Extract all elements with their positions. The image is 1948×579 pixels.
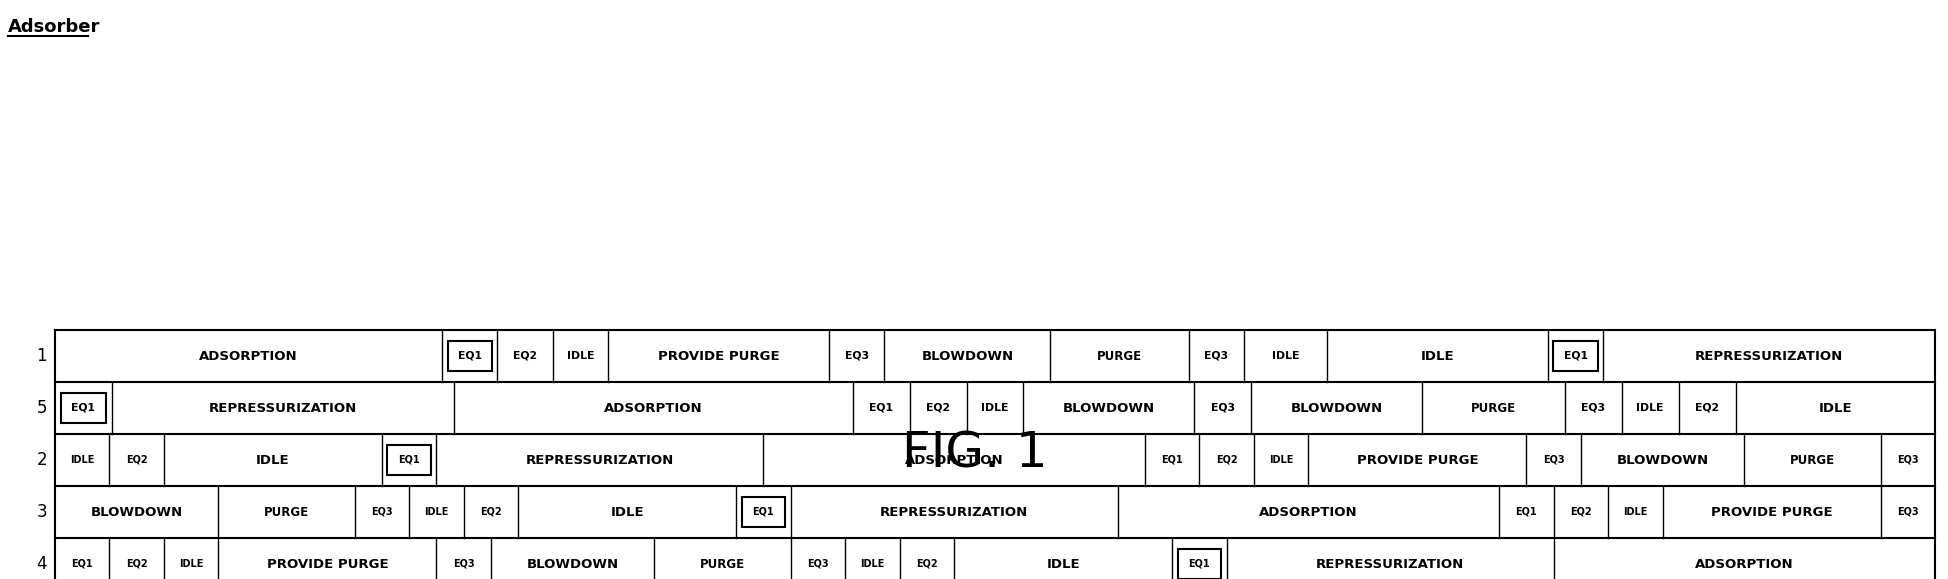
Text: PURGE: PURGE	[263, 505, 310, 519]
Text: PROVIDE PURGE: PROVIDE PURGE	[1356, 453, 1477, 467]
Text: IDLE: IDLE	[255, 453, 290, 467]
Text: BLOWDOWN: BLOWDOWN	[526, 558, 618, 570]
Text: EQ1: EQ1	[72, 559, 94, 569]
Text: ADSORPTION: ADSORPTION	[904, 453, 1003, 467]
Text: EQ3: EQ3	[806, 559, 828, 569]
Bar	[742, 497, 785, 527]
Text: REPRESSURIZATION: REPRESSURIZATION	[526, 453, 674, 467]
Text: FIG. 1: FIG. 1	[902, 430, 1046, 478]
Text: PURGE: PURGE	[1471, 401, 1516, 415]
Text: Adsorber: Adsorber	[8, 18, 101, 36]
Text: EQ3: EQ3	[1895, 507, 1917, 517]
Text: IDLE: IDLE	[610, 505, 643, 519]
Text: EQ2: EQ2	[1570, 507, 1592, 517]
Text: BLOWDOWN: BLOWDOWN	[1615, 453, 1708, 467]
Text: PURGE: PURGE	[1097, 350, 1142, 362]
Text: EQ1: EQ1	[1188, 559, 1210, 569]
Text: EQ1: EQ1	[869, 403, 892, 413]
Text: EQ1: EQ1	[458, 351, 481, 361]
Text: BLOWDOWN: BLOWDOWN	[1290, 401, 1383, 415]
Text: EQ2: EQ2	[1216, 455, 1237, 465]
Text: IDLE: IDLE	[1046, 558, 1079, 570]
Text: EQ1: EQ1	[1516, 507, 1537, 517]
Text: EQ3: EQ3	[1580, 403, 1605, 413]
Text: BLOWDOWN: BLOWDOWN	[921, 350, 1013, 362]
Text: EQ3: EQ3	[1895, 455, 1917, 465]
Text: 3: 3	[37, 503, 47, 521]
Text: EQ2: EQ2	[479, 507, 501, 517]
Text: PURGE: PURGE	[699, 558, 744, 570]
Text: IDLE: IDLE	[179, 559, 203, 569]
Text: REPRESSURIZATION: REPRESSURIZATION	[208, 401, 356, 415]
Text: EQ3: EQ3	[370, 507, 393, 517]
Text: IDLE: IDLE	[1268, 455, 1293, 465]
Text: PURGE: PURGE	[1788, 453, 1833, 467]
Text: 1: 1	[37, 347, 47, 365]
Text: IDLE: IDLE	[1270, 351, 1297, 361]
Text: IDLE: IDLE	[1420, 350, 1453, 362]
Text: EQ1: EQ1	[397, 455, 421, 465]
Text: EQ2: EQ2	[127, 455, 148, 465]
Text: EQ3: EQ3	[843, 351, 869, 361]
Text: IDLE: IDLE	[980, 403, 1009, 413]
Bar	[1553, 341, 1597, 371]
Text: ADSORPTION: ADSORPTION	[199, 350, 298, 362]
Text: EQ2: EQ2	[512, 351, 538, 361]
Text: EQ2: EQ2	[916, 559, 937, 569]
Text: EQ3: EQ3	[1204, 351, 1227, 361]
Text: REPRESSURIZATION: REPRESSURIZATION	[880, 505, 1029, 519]
Bar	[1177, 549, 1221, 579]
Text: IDLE: IDLE	[1623, 507, 1646, 517]
Text: 5: 5	[37, 399, 47, 417]
Text: EQ1: EQ1	[752, 507, 773, 517]
Text: EQ3: EQ3	[1210, 403, 1235, 413]
Text: EQ2: EQ2	[127, 559, 148, 569]
Bar	[60, 393, 107, 423]
Bar	[388, 445, 431, 475]
Text: IDLE: IDLE	[70, 455, 94, 465]
Text: EQ2: EQ2	[925, 403, 949, 413]
Text: IDLE: IDLE	[1636, 403, 1664, 413]
Text: EQ3: EQ3	[452, 559, 473, 569]
Text: EQ3: EQ3	[1543, 455, 1564, 465]
Text: ADSORPTION: ADSORPTION	[1695, 558, 1792, 570]
Text: PROVIDE PURGE: PROVIDE PURGE	[267, 558, 388, 570]
Text: PROVIDE PURGE: PROVIDE PURGE	[656, 350, 779, 362]
Text: ADSORPTION: ADSORPTION	[604, 401, 701, 415]
Text: PROVIDE PURGE: PROVIDE PURGE	[1710, 505, 1831, 519]
Text: EQ1: EQ1	[72, 403, 95, 413]
Bar	[448, 341, 491, 371]
Text: EQ1: EQ1	[1562, 351, 1588, 361]
Text: IDLE: IDLE	[567, 351, 594, 361]
Text: ADSORPTION: ADSORPTION	[1258, 505, 1358, 519]
Text: IDLE: IDLE	[1817, 401, 1851, 415]
Text: IDLE: IDLE	[425, 507, 448, 517]
Text: REPRESSURIZATION: REPRESSURIZATION	[1695, 350, 1843, 362]
Text: BLOWDOWN: BLOWDOWN	[1062, 401, 1155, 415]
Text: IDLE: IDLE	[859, 559, 884, 569]
Text: EQ1: EQ1	[1161, 455, 1182, 465]
Text: BLOWDOWN: BLOWDOWN	[92, 505, 183, 519]
Text: 4: 4	[37, 555, 47, 573]
Text: REPRESSURIZATION: REPRESSURIZATION	[1315, 558, 1463, 570]
Text: EQ2: EQ2	[1695, 403, 1718, 413]
Text: 2: 2	[37, 451, 47, 469]
